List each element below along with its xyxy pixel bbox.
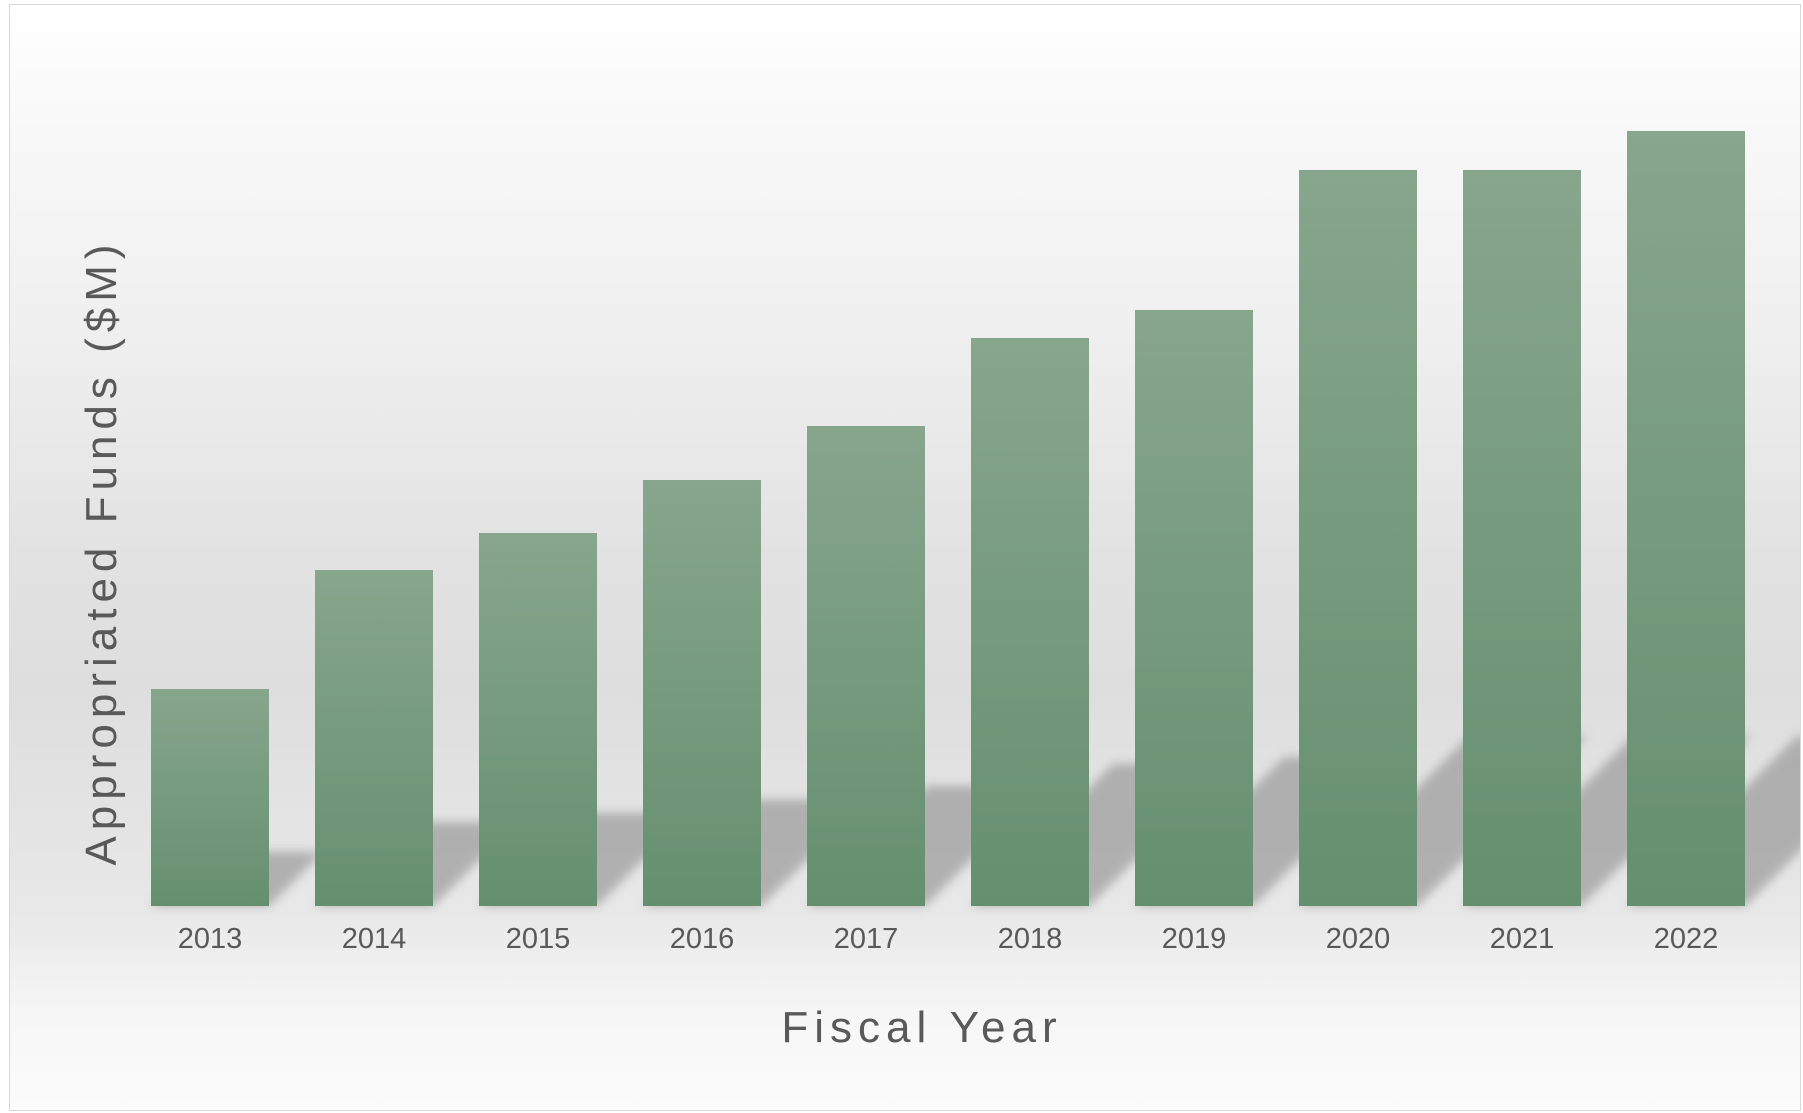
x-tick-label-2015: 2015 (506, 923, 571, 955)
bar-2019 (1135, 310, 1253, 906)
bar-2014 (315, 570, 433, 906)
bar-2016 (643, 480, 761, 906)
bar-2017 (807, 426, 925, 906)
x-tick-label-2017: 2017 (834, 923, 899, 955)
bar-2020 (1299, 170, 1417, 906)
bar-2013 (151, 689, 269, 906)
x-axis-title: Fiscal Year (781, 1003, 1062, 1052)
bars (151, 131, 1745, 906)
x-tick-label-2013: 2013 (178, 923, 243, 955)
x-axis-ticks: 2013 2014 2015 2016 2017 2018 2019 2020 2021 2022 (178, 923, 1719, 955)
bar-2021 (1463, 170, 1581, 906)
y-axis-title: Appropriated Funds ($M) (77, 238, 126, 865)
x-tick-label-2021: 2021 (1490, 923, 1555, 955)
x-tick-label-2014: 2014 (342, 923, 407, 955)
x-tick-label-2020: 2020 (1326, 923, 1391, 955)
bar-2015 (479, 533, 597, 906)
chart-area: 2013 2014 2015 2016 2017 2018 2019 2020 2021 2022… (9, 4, 1801, 1111)
x-tick-label-2016: 2016 (670, 923, 735, 955)
bar-2022 (1627, 131, 1745, 906)
bar-chart: 2013 2014 2015 2016 2017 2018 2019 2020 2021 2022… (77, 131, 1800, 1052)
x-tick-label-2019: 2019 (1162, 923, 1227, 955)
x-tick-label-2022: 2022 (1654, 923, 1719, 955)
bar-2018 (971, 338, 1089, 906)
x-tick-label-2018: 2018 (998, 923, 1063, 955)
